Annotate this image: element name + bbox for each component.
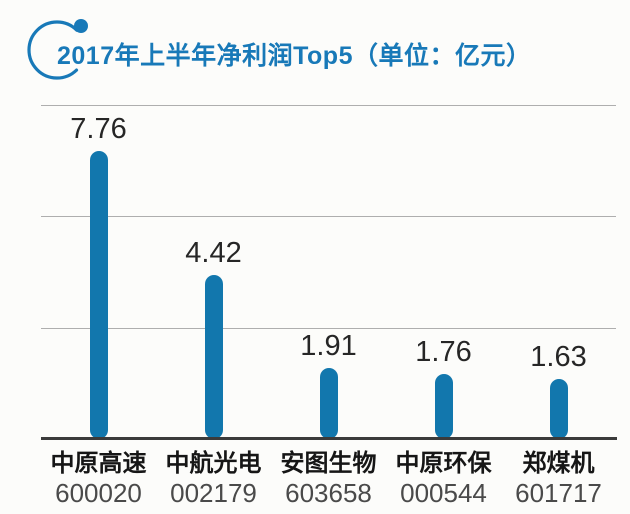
- category-label-group: 安图生物 603658: [271, 450, 386, 506]
- bar-value-label: 1.91: [300, 330, 357, 362]
- category-labels-row: 中原高速 600020 中航光电 002179 安图生物 603658 中原环保 000544…: [41, 450, 616, 510]
- category-label: 中原环保: [395, 450, 492, 477]
- stock-code-label: 600020: [55, 477, 142, 508]
- category-label-group: 中原高速 600020: [41, 450, 156, 506]
- category-label: 中原高速: [50, 450, 147, 477]
- bar-group: 1.63: [501, 105, 616, 439]
- stock-code-label: 000544: [400, 477, 487, 508]
- stock-code-label: 603658: [285, 477, 372, 508]
- bar-value-label: 1.63: [530, 341, 587, 373]
- category-label-group: 中航光电 002179: [156, 450, 271, 506]
- bar: [434, 374, 453, 439]
- bar-group: 1.76: [386, 105, 501, 439]
- category-label-group: 郑煤机 601717: [501, 450, 616, 506]
- plot-area: 7.76 4.42 1.91 1.76 1.63: [41, 105, 616, 439]
- bar: [549, 379, 568, 439]
- category-label-group: 中原环保 000544: [386, 450, 501, 506]
- bar-value-label: 4.42: [185, 237, 242, 269]
- x-axis-baseline: [41, 437, 617, 440]
- bar-group: 4.42: [156, 105, 271, 439]
- title-decoration-icon: [27, 19, 88, 80]
- decoration-dot: [74, 19, 88, 33]
- category-label: 中航光电: [165, 450, 262, 477]
- bar: [319, 368, 338, 439]
- category-label: 安图生物: [280, 450, 377, 477]
- bar-group: 7.76: [41, 105, 156, 439]
- gridline: [41, 105, 616, 106]
- gridline: [41, 327, 616, 329]
- bar-value-label: 7.76: [70, 113, 127, 145]
- bar: [89, 151, 108, 439]
- bar: [204, 275, 223, 439]
- stock-code-label: 002179: [170, 477, 257, 508]
- bar-value-label: 1.76: [415, 336, 472, 368]
- bar-group: 1.91: [271, 105, 386, 439]
- chart-title: 2017年上半年净利润Top5（单位：亿元）: [57, 42, 532, 70]
- category-label: 郑煤机: [522, 450, 595, 477]
- gridline: [41, 216, 616, 218]
- stock-code-label: 601717: [515, 477, 602, 508]
